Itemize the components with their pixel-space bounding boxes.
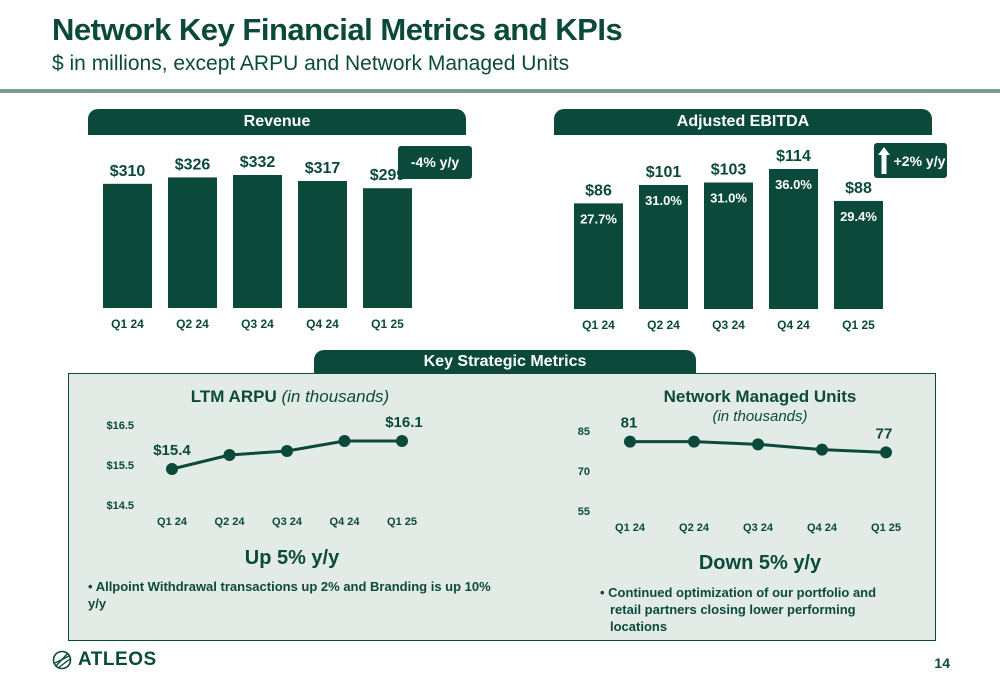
arpu-bullet-text: Allpoint Withdrawal transactions up 2% a… xyxy=(88,579,491,611)
data-point xyxy=(624,435,636,448)
arpu-title-text: LTM ARPU xyxy=(190,387,277,406)
y-tick-label: 85 xyxy=(578,426,590,438)
bar-value-label: $299 xyxy=(370,167,406,184)
x-tick-label: Q1 24 xyxy=(582,318,615,332)
data-point xyxy=(688,435,700,448)
bar xyxy=(834,200,883,309)
y-tick-label: $14.5 xyxy=(106,500,134,512)
units-chart: 85 70 55 Q1 24 81 Q2 24 Q3 24 Q4 24 Q1 25 77 xyxy=(578,415,901,534)
x-tick-label: Q2 24 xyxy=(215,516,246,528)
x-tick-label: Q4 24 xyxy=(777,318,810,332)
bar-value-label: $114 xyxy=(776,148,811,165)
units-headline: Down 5% y/y xyxy=(698,552,822,574)
x-tick-label: Q2 24 xyxy=(176,317,209,331)
page-title: Network Key Financial Metrics and KPIs xyxy=(52,12,623,47)
bar-value-label: $101 xyxy=(646,164,682,181)
bar xyxy=(298,181,347,308)
data-point xyxy=(880,446,892,459)
x-tick-label: Q3 24 xyxy=(272,516,303,528)
margin-label: 31.0% xyxy=(645,193,682,208)
page-subtitle: $ in millions, except ARPU and Network M… xyxy=(52,52,570,75)
x-tick-label: Q1 25 xyxy=(871,522,901,534)
x-tick-label: Q4 24 xyxy=(306,317,339,331)
x-tick-label: Q4 24 xyxy=(807,522,838,534)
data-point xyxy=(816,443,828,456)
bar-value-label: $86 xyxy=(585,182,612,199)
y-tick-label: $15.5 xyxy=(106,460,134,472)
point-value-label: 77 xyxy=(876,425,893,442)
x-tick-label: Q2 24 xyxy=(647,318,680,332)
ebitda-header: Adjusted EBITDA xyxy=(554,109,932,135)
bar-value-label: $103 xyxy=(711,162,747,179)
data-point xyxy=(752,438,764,451)
x-tick-label: Q3 24 xyxy=(241,317,274,331)
bar-value-label: $326 xyxy=(175,156,211,173)
y-tick-label: 70 xyxy=(578,466,590,478)
margin-label: 29.4% xyxy=(840,209,877,224)
revenue-change-badge: -4% y/y xyxy=(398,146,472,179)
ebitda-change-text: +2% y/y xyxy=(893,152,946,169)
data-point xyxy=(396,435,408,447)
x-tick-label: Q3 24 xyxy=(743,522,774,534)
x-tick-label: Q1 25 xyxy=(387,516,417,528)
data-point xyxy=(223,449,236,461)
x-tick-label: Q4 24 xyxy=(330,516,361,528)
arpu-bullet: • Allpoint Withdrawal transactions up 2%… xyxy=(88,579,491,611)
page-number: 14 xyxy=(934,655,950,671)
bar-value-label: $317 xyxy=(305,160,341,177)
margin-label: 36.0% xyxy=(775,177,812,192)
arpu-chart: $16.5 $15.5 $14.5 Q1 24 $15.4 Q2 24 Q3 24 Q4 24… xyxy=(106,414,423,528)
bar xyxy=(233,175,282,308)
bar xyxy=(769,169,818,309)
units-bullet-text: Continued optimization of our portfolio … xyxy=(608,585,877,634)
y-tick-label: 55 xyxy=(578,506,590,518)
arrow-up-icon xyxy=(877,147,890,174)
point-value-label: $15.4 xyxy=(153,442,191,459)
bar xyxy=(639,184,688,309)
data-point xyxy=(338,435,351,447)
margin-label: 31.0% xyxy=(710,191,747,206)
x-tick-label: Q1 24 xyxy=(111,317,144,331)
atleos-globe-icon xyxy=(52,650,72,670)
units-title-note: (in thousands) xyxy=(712,408,808,425)
data-point xyxy=(281,445,293,457)
units-bullet: • Continued optimization of our portfoli… xyxy=(600,585,877,634)
bar-value-label: $310 xyxy=(110,163,146,180)
units-title: Network Managed Units (in thousands) xyxy=(640,387,880,426)
point-value-label: $16.1 xyxy=(385,414,423,431)
bar xyxy=(574,203,623,309)
bar xyxy=(103,183,152,308)
x-tick-label: Q3 24 xyxy=(712,318,745,332)
ebitda-chart: $86 Q1 24 27.7% $101 Q2 24 31.0% $103 Q3 24 31.0… xyxy=(574,148,883,332)
arpu-title-note: (in thousands) xyxy=(281,387,390,406)
units-title-text: Network Managed Units xyxy=(663,387,857,406)
ebitda-change-badge: +2% y/y xyxy=(874,143,947,178)
atleos-logo: ATLEOS xyxy=(52,649,157,671)
bar xyxy=(168,177,217,308)
data-point xyxy=(166,463,178,475)
x-tick-label: Q2 24 xyxy=(679,522,710,534)
point-value-label: 81 xyxy=(621,415,638,432)
strategic-header: Key Strategic Metrics xyxy=(314,350,696,374)
margin-label: 27.7% xyxy=(580,211,617,226)
x-tick-label: Q1 24 xyxy=(157,516,188,528)
bar xyxy=(704,182,753,309)
title-divider xyxy=(0,89,1000,93)
x-tick-label: Q1 24 xyxy=(615,522,646,534)
bar xyxy=(363,188,412,308)
bar-value-label: $332 xyxy=(240,154,276,171)
x-tick-label: Q1 25 xyxy=(842,318,875,332)
x-tick-label: Q1 25 xyxy=(371,317,404,331)
arpu-headline: Up 5% y/y xyxy=(244,547,340,569)
bar-value-label: $88 xyxy=(845,180,872,197)
logo-text: ATLEOS xyxy=(78,649,157,670)
revenue-chart: $310 Q1 24 $326 Q2 24 $332 Q3 24 $317 Q4 24 $299… xyxy=(103,154,412,331)
strategic-panel xyxy=(68,373,936,641)
y-tick-label: $16.5 xyxy=(106,420,134,432)
revenue-header: Revenue xyxy=(88,109,466,135)
arpu-title: LTM ARPU (in thousands) xyxy=(150,387,430,407)
